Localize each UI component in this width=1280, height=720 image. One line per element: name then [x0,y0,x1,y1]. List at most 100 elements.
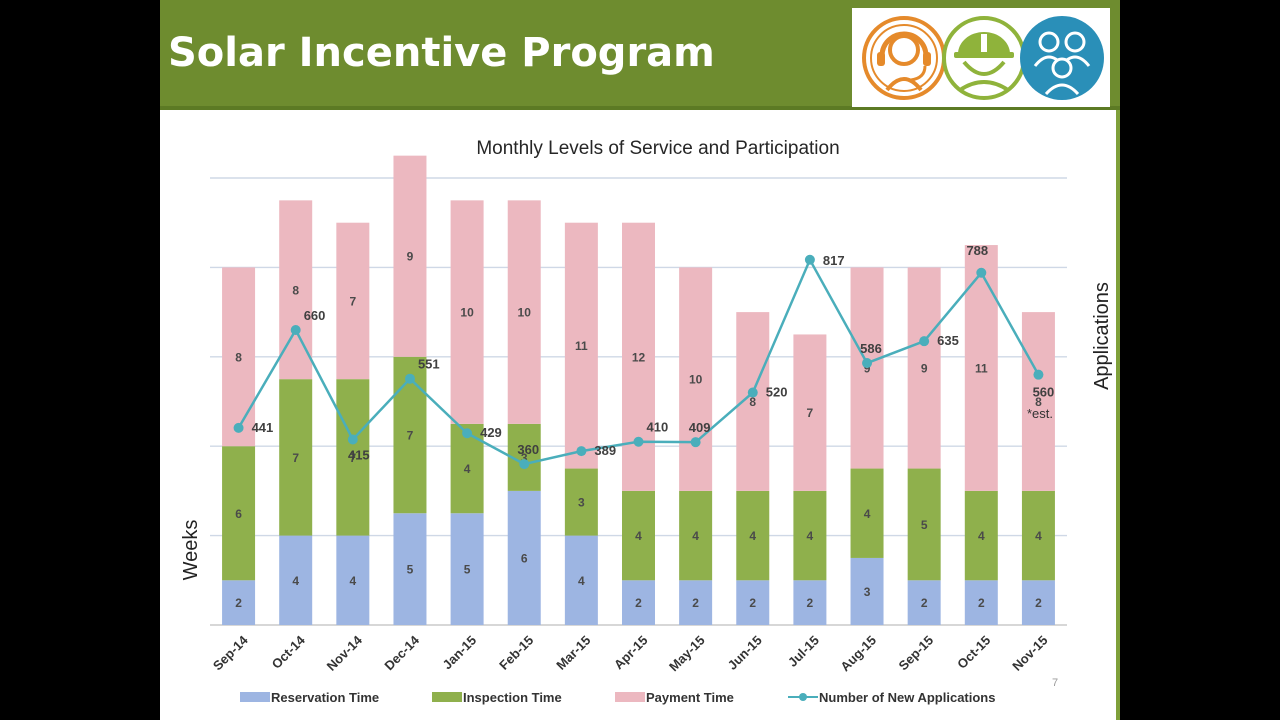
bar-inspection [907,468,941,581]
bar-value-label: 6 [235,507,242,521]
bar-value-label: 7 [407,429,414,443]
program-logos [852,8,1110,107]
x-tick-label: Jun-15 [725,633,765,673]
bar-value-label: 5 [921,518,928,532]
bar-value-label: 9 [921,361,928,375]
applications-point [347,434,358,445]
bar-value-label: 5 [407,563,414,577]
bar-reservation [450,513,484,625]
y-axis-label: Weeks [180,520,202,581]
bar-inspection [336,379,370,536]
applications-point [233,422,244,433]
slide-border [1116,110,1120,720]
bar-value-label: 4 [464,462,471,476]
x-tick-label: May-15 [666,633,708,675]
bar-reservation [622,580,655,625]
bar-value-label: 7 [349,294,356,308]
title-bar: Solar Incentive Program [160,0,1120,110]
chart-title: Monthly Levels of Service and Participat… [476,138,839,159]
legend-swatch [240,692,270,702]
bar-payment [679,267,713,491]
bar-value-label: 10 [460,306,474,320]
x-tick-label: Aug-15 [837,633,879,675]
applications-value-label: 520 [766,385,788,400]
estimate-annotation: *est. [1027,406,1053,421]
bar-value-label: 8 [235,350,242,364]
bar-payment [336,222,370,380]
bar-inspection [850,468,884,558]
bar-inspection [793,490,827,581]
bar-inspection [1021,490,1055,581]
bar-reservation [564,535,598,625]
bar-value-label: 3 [521,451,528,465]
bar-value-label: 2 [978,596,985,610]
bar-inspection [564,468,598,536]
chart: Monthly Levels of Service and Participat… [180,138,1113,705]
bar-value-label: 2 [635,596,642,610]
applications-point [404,373,415,384]
bar-value-label: 3 [864,585,871,599]
bar-value-label: 11 [975,361,988,375]
bar-payment [907,267,941,469]
applications-point [804,254,815,265]
applications-value-label: 389 [594,443,616,458]
applications-value-label: 817 [823,253,845,268]
headset-person-icon [862,16,946,100]
bar-value-label: 9 [407,250,414,264]
bar-value-label: 4 [807,529,814,543]
bar-value-label: 2 [692,596,699,610]
applications-value-label: 635 [937,333,959,348]
bar-reservation [850,557,884,625]
bar-reservation [736,580,770,625]
bar-value-label: 4 [864,507,871,521]
applications-point [747,387,758,398]
bar-value-label: 4 [635,529,642,543]
slide-title: Solar Incentive Program [168,30,715,76]
bar-value-label: 7 [349,451,356,465]
bar-reservation [336,535,370,625]
applications-point [290,324,301,335]
legend-label: Inspection Time [463,690,562,705]
bar-inspection [964,490,998,581]
legend-label: Reservation Time [271,690,379,705]
x-tick-label: Feb-15 [496,633,536,673]
applications-value-label: 409 [689,420,711,435]
applications-value-label: 560 [1033,385,1055,400]
x-tick-label: Jul-15 [785,633,822,670]
applications-point [1033,369,1044,380]
legend-marker [799,693,807,701]
x-tick-label: Oct-14 [269,632,309,672]
bar-value-label: 8 [292,283,299,297]
bar-reservation [679,580,713,625]
bar-value-label: 8 [1035,395,1042,409]
bar-value-label: 2 [235,596,242,610]
people-group-icon [1020,16,1104,100]
bar-value-label: 10 [518,306,532,320]
bar-reservation [793,580,827,625]
bar-payment [393,155,427,357]
x-tick-label: Sep-14 [210,632,251,673]
applications-value-label: 415 [348,447,370,462]
applications-value-label: 410 [647,420,669,435]
applications-value-label: 429 [480,425,502,440]
x-tick-label: Nov-14 [324,632,366,674]
applications-value-label: 660 [304,308,326,323]
legend-label: Payment Time [646,690,734,705]
applications-value-label: 788 [966,243,988,258]
bar-value-label: 3 [578,496,585,510]
x-tick-label: Mar-15 [553,633,593,673]
applications-point [862,358,873,369]
legend-label: Number of New Applications [819,690,995,705]
bar-inspection [736,490,770,581]
bar-value-label: 5 [464,563,471,577]
x-tick-label: Apr-15 [611,633,651,673]
bar-value-label: 8 [749,395,756,409]
bar-value-label: 2 [807,596,814,610]
applications-point [919,336,930,347]
bar-value-label: 12 [632,350,646,364]
bar-reservation [907,580,941,625]
applications-point [633,436,644,447]
bar-value-label: 9 [864,361,871,375]
applications-point [576,446,587,457]
applications-value-label: 441 [252,420,274,435]
